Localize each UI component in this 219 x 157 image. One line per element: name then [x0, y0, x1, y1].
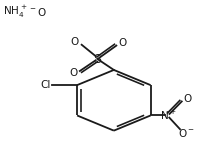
Text: S: S — [94, 53, 102, 66]
Text: O: O — [69, 68, 77, 78]
Text: O: O — [184, 94, 192, 104]
Text: Cl: Cl — [40, 80, 51, 90]
Text: O: O — [71, 37, 79, 47]
Text: O: O — [119, 38, 127, 49]
Text: $\mathsf{^-O}$: $\mathsf{^-O}$ — [28, 6, 47, 18]
Text: $\mathsf{O^-}$: $\mathsf{O^-}$ — [178, 127, 195, 139]
Text: $\mathsf{NH_4^+}$: $\mathsf{NH_4^+}$ — [3, 4, 27, 20]
Text: $\mathsf{N^+}$: $\mathsf{N^+}$ — [160, 109, 176, 122]
